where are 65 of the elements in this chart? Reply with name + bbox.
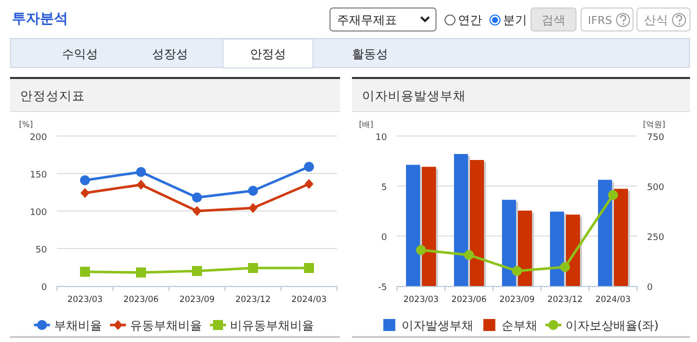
x-tick-label: 2023/12 (235, 295, 271, 305)
point (80, 188, 90, 198)
y-tick-label: 150 (30, 170, 48, 180)
y-tick-label: 200 (30, 133, 48, 143)
y-axis-title: [%] (19, 120, 33, 129)
point (560, 262, 570, 272)
y-tick-label: 50 (36, 246, 48, 256)
legend-label: 유동부채비율 (130, 318, 202, 332)
text: 수익성 (62, 47, 98, 61)
x-tick-label: 2023/09 (179, 295, 215, 305)
y-tick-label: 10 (376, 133, 388, 143)
point (248, 203, 258, 213)
text: 안정성 (250, 47, 286, 61)
point (136, 180, 146, 190)
y-tick-label: -5 (378, 283, 387, 293)
text: 활동성 (352, 47, 388, 61)
y-tick-label: 100 (30, 208, 48, 218)
legend-label: 부채비율 (54, 318, 102, 332)
y2-tick-label: 500 (647, 183, 664, 193)
x-tick-label: 2024/03 (595, 295, 631, 305)
y-tick-label: 0 (41, 283, 48, 293)
point (512, 266, 522, 276)
y2-axis-title: [억원] (643, 120, 666, 129)
point (304, 263, 314, 273)
point (464, 250, 474, 260)
point (608, 190, 618, 200)
x-tick-label: 2023/06 (451, 295, 487, 305)
point (80, 175, 90, 186)
point (416, 245, 426, 255)
y-axis-title: [배] (359, 120, 374, 129)
x-tick-label: 2023/06 (123, 295, 159, 305)
point (80, 266, 90, 277)
y-tick-label: 5 (381, 183, 387, 193)
text: 연간 (458, 13, 482, 27)
y-tick-label: 0 (381, 233, 388, 243)
legend-label: 이자보상배율(좌) (565, 318, 659, 332)
point (248, 186, 258, 196)
point (304, 162, 314, 172)
point (304, 179, 314, 189)
point (248, 263, 258, 273)
point (192, 266, 202, 276)
point (136, 167, 146, 177)
x-tick-label: 2024/03 (291, 295, 327, 305)
text: 분기 (503, 13, 527, 27)
text: 주재무제표 (337, 13, 397, 27)
x-tick-label: 2023/09 (499, 295, 535, 305)
text: IFRS (588, 14, 612, 27)
text: 검색 (542, 13, 566, 27)
text: 산식 (644, 13, 668, 27)
point (192, 192, 202, 202)
point (192, 206, 202, 216)
point (136, 268, 146, 278)
legend-label: 순부채 (501, 318, 538, 332)
legend-label: 이자발생부채 (401, 318, 474, 332)
chart-title: 안정성지표 (20, 88, 85, 103)
y2-tick-label: 0 (647, 283, 653, 293)
text: 성장성 (152, 47, 188, 61)
x-tick-label: 2023/03 (403, 295, 439, 305)
chart-title: 이자비용발생부채 (362, 88, 466, 103)
x-tick-label: 2023/03 (67, 295, 103, 305)
x-tick-label: 2023/12 (547, 295, 583, 305)
legend-label: 비유동부채비율 (230, 318, 314, 332)
y2-tick-label: 250 (647, 233, 664, 243)
text: 투자분석 (12, 11, 68, 27)
y2-tick-label: 750 (647, 133, 664, 143)
